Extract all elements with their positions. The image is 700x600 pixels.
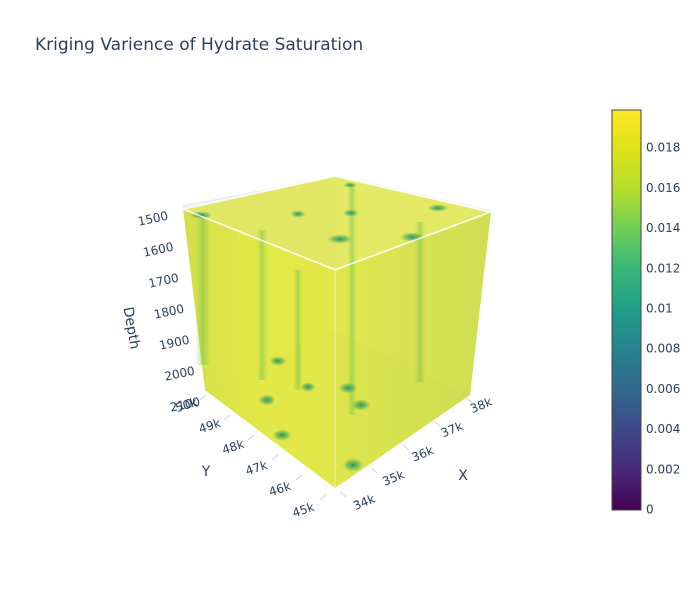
colorbar-tick-label: 0.006 [646, 382, 680, 396]
depth-axis-title: Depth [119, 306, 142, 351]
y-tick-label: 45k [291, 500, 317, 520]
colorbar-tick-label: 0.014 [646, 221, 680, 235]
x-tick-label: 35k [380, 467, 406, 488]
x-axis-title: X [458, 468, 468, 484]
colorbar-tick-label: 0.018 [646, 141, 680, 155]
volume-isosurface [179, 174, 495, 488]
depth-tick-label: 2000 [163, 364, 196, 384]
variance-streaks [195, 185, 426, 415]
x-tick-label: 36k [410, 443, 436, 464]
x-tick-label: 34k [351, 492, 377, 513]
colorbar-tick-label: 0.01 [646, 301, 673, 315]
depth-tick-label: 1700 [147, 271, 180, 291]
colorbar-tick-label: 0.002 [646, 462, 680, 476]
y-tick-label: 46k [267, 479, 293, 499]
colorbar-ticks: 0 0.002 0.004 0.006 0.008 0.01 0.012 0.014 0.016… [646, 141, 680, 517]
colorbar-tick-label: 0.016 [646, 181, 680, 195]
depth-tick-label: 1600 [142, 240, 175, 260]
chart-title: Kriging Varience of Hydrate Saturation [35, 35, 363, 55]
depth-tick-label: 1800 [153, 302, 186, 322]
depth-tick-label: 1900 [158, 333, 191, 353]
y-tick-label: 48k [220, 437, 246, 457]
depth-axis: 1500 1600 1700 1800 1900 2000 2100 Depth [119, 209, 201, 415]
colorbar-tick-label: 0.012 [646, 261, 680, 275]
y-tick-label: 50k [174, 395, 200, 415]
colorbar-tick-label: 0.004 [646, 422, 680, 436]
x-tick-label: 37k [439, 419, 465, 440]
colorbar-gradient [611, 109, 642, 511]
depth-tick-label: 1500 [137, 209, 170, 229]
colorbar-tick-label: 0.008 [646, 342, 680, 356]
y-axis-title: Y [201, 464, 211, 480]
colorbar-tick-label: 0 [646, 503, 654, 517]
colorbar: 0 0.002 0.004 0.006 0.008 0.01 0.012 0.014 0.016… [611, 109, 680, 517]
depth-tick-label: 2100 [169, 395, 202, 415]
y-tick-label: 47k [244, 458, 270, 478]
x-tick-label: 38k [468, 395, 494, 416]
y-tick-label: 49k [197, 416, 223, 436]
low-variance-spots [189, 182, 449, 472]
